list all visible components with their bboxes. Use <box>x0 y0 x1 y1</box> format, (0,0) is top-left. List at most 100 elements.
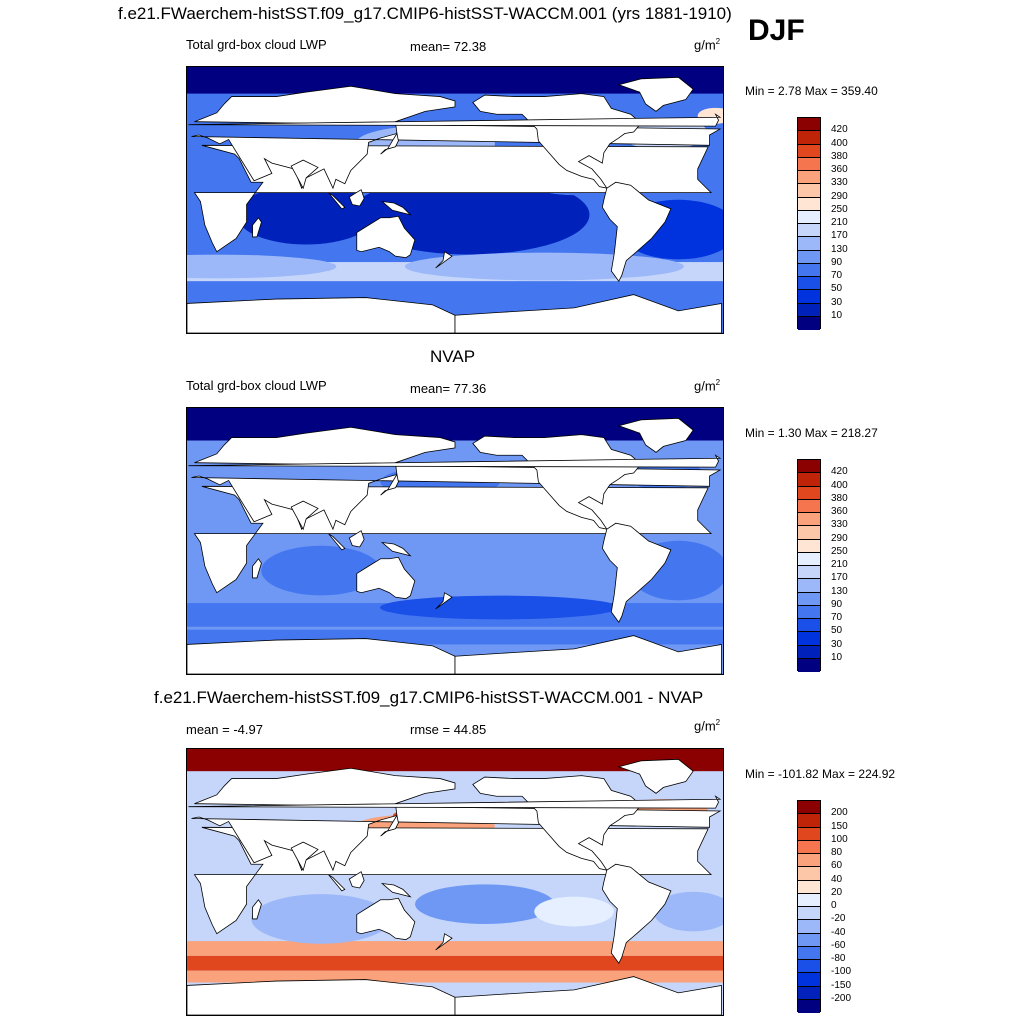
colorbar-segment <box>798 277 820 291</box>
coastline-samerica <box>601 863 672 965</box>
colorbar-segment <box>798 893 820 907</box>
colorbar-segment <box>798 933 820 947</box>
coastline-india <box>290 841 319 872</box>
colorbar-segment <box>798 999 820 1013</box>
colorbar-tick-label: 30 <box>831 296 843 308</box>
colorbar-tick-label: 50 <box>831 283 843 295</box>
colorbar-segment <box>798 290 820 304</box>
colorbar-segment <box>798 539 820 553</box>
colorbar-segment <box>798 526 820 540</box>
colorbar-tick-label: 70 <box>831 612 843 623</box>
coastline-japan <box>380 473 399 496</box>
coastline-antarctica <box>187 297 456 333</box>
colorbar-tick-label: 60 <box>831 860 843 872</box>
colorbar-segment <box>798 920 820 934</box>
panel3-rmse: rmse = 44.85 <box>410 722 487 737</box>
field-region <box>434 535 595 576</box>
colorbar-tick-label: 380 <box>831 150 848 162</box>
field-region <box>380 595 620 620</box>
field-band <box>187 970 723 983</box>
coastline-uk <box>188 795 722 809</box>
colorbar-segment <box>798 814 820 828</box>
field-region <box>653 891 723 932</box>
colorbar-tick-label: 50 <box>831 625 843 637</box>
colorbar-tick-label: -80 <box>831 953 846 964</box>
colorbar-tick-label: 130 <box>831 243 848 255</box>
colorbar-segment <box>798 552 820 566</box>
colorbar-tick-label: 290 <box>831 532 848 544</box>
field-band <box>187 955 723 971</box>
colorbar-segment <box>798 486 820 500</box>
coastline-sumatra <box>328 874 346 892</box>
colorbar-segment <box>798 118 820 132</box>
colorbar-tick-label: -150 <box>831 979 852 991</box>
colorbar-segment <box>798 157 820 171</box>
colorbar-tick-label: 290 <box>831 190 848 202</box>
panel3-colorbar <box>797 800 821 1013</box>
colorbar-tick-label: 420 <box>831 466 848 478</box>
panel3-title: f.e21.FWaerchem-histSST.f09_g17.CMIP6-hi… <box>154 688 704 707</box>
field-region <box>261 545 381 596</box>
colorbar-tick-label: 130 <box>831 585 848 597</box>
panel2-variable-label: Total grd-box cloud LWP <box>186 378 327 393</box>
colorbar-segment <box>798 144 820 158</box>
field-region <box>534 896 614 927</box>
colorbar-segment <box>798 840 820 854</box>
colorbar-segment <box>798 171 820 185</box>
panel2-map <box>186 407 724 675</box>
coastline-madagascar <box>252 558 262 579</box>
panel1-variable-label: Total grd-box cloud LWP <box>186 37 327 52</box>
field-band <box>187 281 723 294</box>
coastline-nz <box>435 592 453 610</box>
colorbar-tick-label: 0 <box>831 900 837 911</box>
coastline-sumatra <box>328 192 346 210</box>
coastline-japan <box>380 132 399 155</box>
coastline-borneo <box>348 530 365 548</box>
colorbar-segment <box>798 946 820 960</box>
panel1-units: g/m2 <box>694 37 721 53</box>
colorbar-tick-label: 210 <box>831 217 848 228</box>
panel3-mean: mean = -4.97 <box>186 722 263 737</box>
colorbar-segment <box>798 645 820 659</box>
coastline-antarcticaW <box>454 976 722 1015</box>
colorbar-segment <box>798 473 820 487</box>
colorbar-tick-label: -40 <box>831 926 846 938</box>
figure-title: f.e21.FWaerchem-histSST.f09_g17.CMIP6-hi… <box>118 4 732 23</box>
colorbar-tick-label: 380 <box>831 492 848 504</box>
field-region <box>187 254 337 279</box>
coastline-india <box>290 159 319 190</box>
coastline-eurasia <box>191 767 722 872</box>
colorbar-segment <box>798 250 820 264</box>
colorbar-tick-label: 150 <box>831 820 848 832</box>
coastline-borneo <box>348 189 365 207</box>
colorbar-segment <box>798 592 820 606</box>
season-label: DJF <box>748 14 805 47</box>
colorbar-tick-label: 360 <box>831 164 848 175</box>
panel3-minmax: Min = -101.82 Max = 224.92 <box>745 767 896 781</box>
coastline-india <box>290 500 319 531</box>
colorbar-segment <box>798 131 820 145</box>
coastline-uk <box>188 113 722 127</box>
colorbar-segment <box>798 632 820 646</box>
colorbar-segment <box>798 579 820 593</box>
colorbar-tick-label: 170 <box>831 230 848 242</box>
panel2-units: g/m2 <box>694 378 721 394</box>
colorbar-tick-label: -60 <box>831 939 846 951</box>
panel2-minmax: Min = 1.30 Max = 218.27 <box>745 426 878 440</box>
colorbar-tick-label: 90 <box>831 256 843 268</box>
colorbar-tick-label: 400 <box>831 137 848 149</box>
colorbar-segment <box>798 827 820 841</box>
colorbar-tick-label: 70 <box>831 270 843 281</box>
colorbar-segment <box>798 973 820 987</box>
colorbar-segment <box>798 513 820 527</box>
panel1-colorbar <box>797 117 821 330</box>
coastline-namerica <box>472 93 642 189</box>
colorbar-tick-label: 360 <box>831 506 848 517</box>
coastline-antarcticaW <box>454 294 722 333</box>
colorbar-segment <box>798 986 820 1000</box>
field-region <box>251 894 391 944</box>
colorbar-tick-label: 30 <box>831 638 843 650</box>
colorbar-tick-label: 100 <box>831 833 848 845</box>
colorbar-segment <box>798 237 820 251</box>
colorbar-segment <box>798 263 820 277</box>
